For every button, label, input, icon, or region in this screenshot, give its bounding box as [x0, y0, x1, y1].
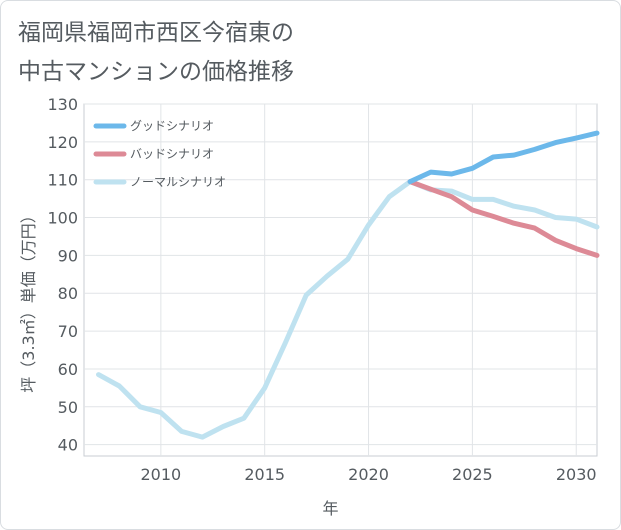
y-axis-title: 坪（3.3㎡）単価（万円）	[19, 207, 38, 392]
y-tick-label: 120	[47, 133, 78, 152]
x-tick-label: 2020	[348, 465, 389, 484]
x-tick-label: 2025	[452, 465, 493, 484]
y-tick-label: 60	[58, 360, 78, 379]
chart-title: 福岡県福岡市西区今宿東の 中古マンションの価格推移	[18, 14, 294, 92]
legend-label: バッドシナリオ	[130, 147, 214, 161]
plot-area	[83, 103, 598, 457]
x-tick-label: 2030	[556, 465, 597, 484]
legend-label: ノーマルシナリオ	[130, 175, 226, 189]
y-tick-label: 110	[47, 171, 78, 190]
y-tick-label: 40	[58, 436, 78, 455]
series-line-0	[407, 130, 600, 185]
grid-layer	[83, 103, 598, 457]
series-layer	[96, 130, 600, 440]
title-line-2: 中古マンションの価格推移	[18, 59, 294, 85]
x-tick-label: 2010	[140, 465, 181, 484]
series-line-1	[407, 179, 600, 258]
axis-layer: 40 50 60 70 80 90 100 110 120 130 2010 2015 2020 2025…	[47, 95, 596, 484]
series-line-2	[96, 179, 600, 440]
x-tick-label: 2015	[244, 465, 285, 484]
y-tick-label: 50	[58, 398, 78, 417]
title-line-1: 福岡県福岡市西区今宿東の	[18, 20, 294, 46]
x-axis-title: 年	[322, 499, 338, 518]
y-tick-label: 100	[47, 209, 78, 228]
y-tick-label: 90	[58, 246, 78, 265]
y-tick-label: 70	[58, 322, 78, 341]
y-tick-label: 130	[47, 95, 78, 114]
legend-label: グッドシナリオ	[130, 119, 214, 133]
y-tick-label: 80	[58, 284, 78, 303]
